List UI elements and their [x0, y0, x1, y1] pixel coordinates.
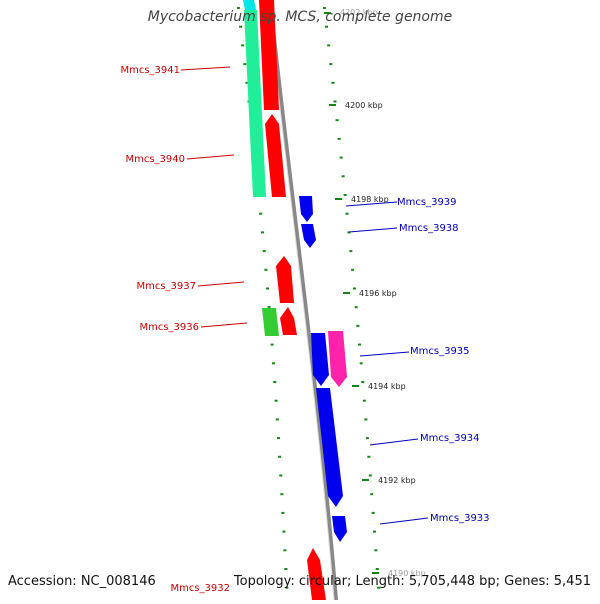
gene-label-mmcs-3938[interactable]: Mmcs_3938 — [399, 223, 459, 234]
gene-label-mmcs-3937[interactable]: Mmcs_3937 — [136, 281, 196, 292]
gene-label-mmcs-3940[interactable]: Mmcs_3940 — [125, 154, 185, 165]
cds-feature-pink[interactable] — [328, 331, 347, 387]
tick-marker-4196: 4196 kbp — [343, 289, 397, 298]
tick-marker-4202: 4202 kbp — [324, 8, 378, 17]
genome-backbone — [268, 0, 338, 601]
tick-label-4196: 4196 kbp — [359, 289, 397, 298]
leader-line-mmcs-3941 — [180, 66, 231, 71]
tick-label-4200: 4200 kbp — [345, 101, 383, 110]
genome-summary-text: Topology: circular; Length: 5,705,448 bp… — [233, 574, 591, 589]
gene-arrow-mmcs-3938[interactable] — [301, 224, 316, 248]
gene-arrow-mmcs-3941[interactable] — [259, 0, 279, 110]
gene-arrow-mmcs-3936[interactable] — [280, 307, 297, 335]
gene-arrow-mmcs-3934[interactable] — [316, 388, 343, 507]
cds-feature-teal[interactable] — [244, 10, 266, 197]
gene-label-mmcs-3939[interactable]: Mmcs_3939 — [397, 197, 457, 208]
gene-label-mmcs-3934[interactable]: Mmcs_3934 — [420, 433, 480, 444]
tick-marker-4198: 4198 kbp — [335, 195, 389, 204]
tick-label-4194: 4194 kbp — [368, 382, 406, 391]
cds-feature-cyan[interactable] — [243, 0, 256, 10]
gene-arrow-mmcs-3939[interactable] — [299, 196, 313, 222]
leader-line-mmcs-3937 — [197, 281, 245, 287]
accession-text: Accession: NC_008146 — [8, 574, 156, 589]
tick-label-4198: 4198 kbp — [351, 195, 389, 204]
tick-label-4192: 4192 kbp — [378, 476, 416, 485]
gene-arrow-mmcs-3932[interactable] — [307, 548, 326, 600]
gene-label-mmcs-3941[interactable]: Mmcs_3941 — [120, 65, 180, 76]
leader-line-mmcs-3933 — [379, 517, 429, 525]
leader-line-mmcs-3935 — [359, 351, 410, 357]
tick-marker-4200: 4200 kbp — [329, 101, 383, 110]
leader-line-mmcs-3939 — [345, 201, 398, 207]
gene-arrow-mmcs-3940[interactable] — [265, 114, 286, 197]
tick-marker-4190: 4190 kbp — [372, 569, 426, 578]
gene-label-mmcs-3933[interactable]: Mmcs_3933 — [430, 513, 490, 524]
tick-marker-4194: 4194 kbp — [352, 382, 406, 391]
tick-label-4190: 4190 kbp — [388, 569, 426, 578]
gene-label-mmcs-3935[interactable]: Mmcs_3935 — [410, 346, 470, 357]
leader-line-mmcs-3934 — [369, 438, 419, 446]
map-title: Mycobacterium sp. MCS, complete genome — [147, 9, 453, 25]
cds-feature-green[interactable] — [262, 308, 279, 336]
leader-line-mmcs-3936 — [200, 322, 248, 328]
leader-line-mmcs-3940 — [186, 154, 235, 160]
leader-line-mmcs-3938 — [348, 227, 398, 233]
gene-arrow-mmcs-3935[interactable] — [311, 333, 329, 386]
tick-label-4202: 4202 kbp — [340, 8, 378, 17]
tick-marker-4192: 4192 kbp — [362, 476, 416, 485]
gene-label-mmcs-3936[interactable]: Mmcs_3936 — [139, 322, 199, 333]
gene-arrow-mmcs-3933[interactable] — [332, 516, 347, 542]
gene-arrow-mmcs-3937[interactable] — [276, 256, 294, 303]
gene-label-mmcs-3932[interactable]: Mmcs_3932 — [170, 583, 230, 594]
